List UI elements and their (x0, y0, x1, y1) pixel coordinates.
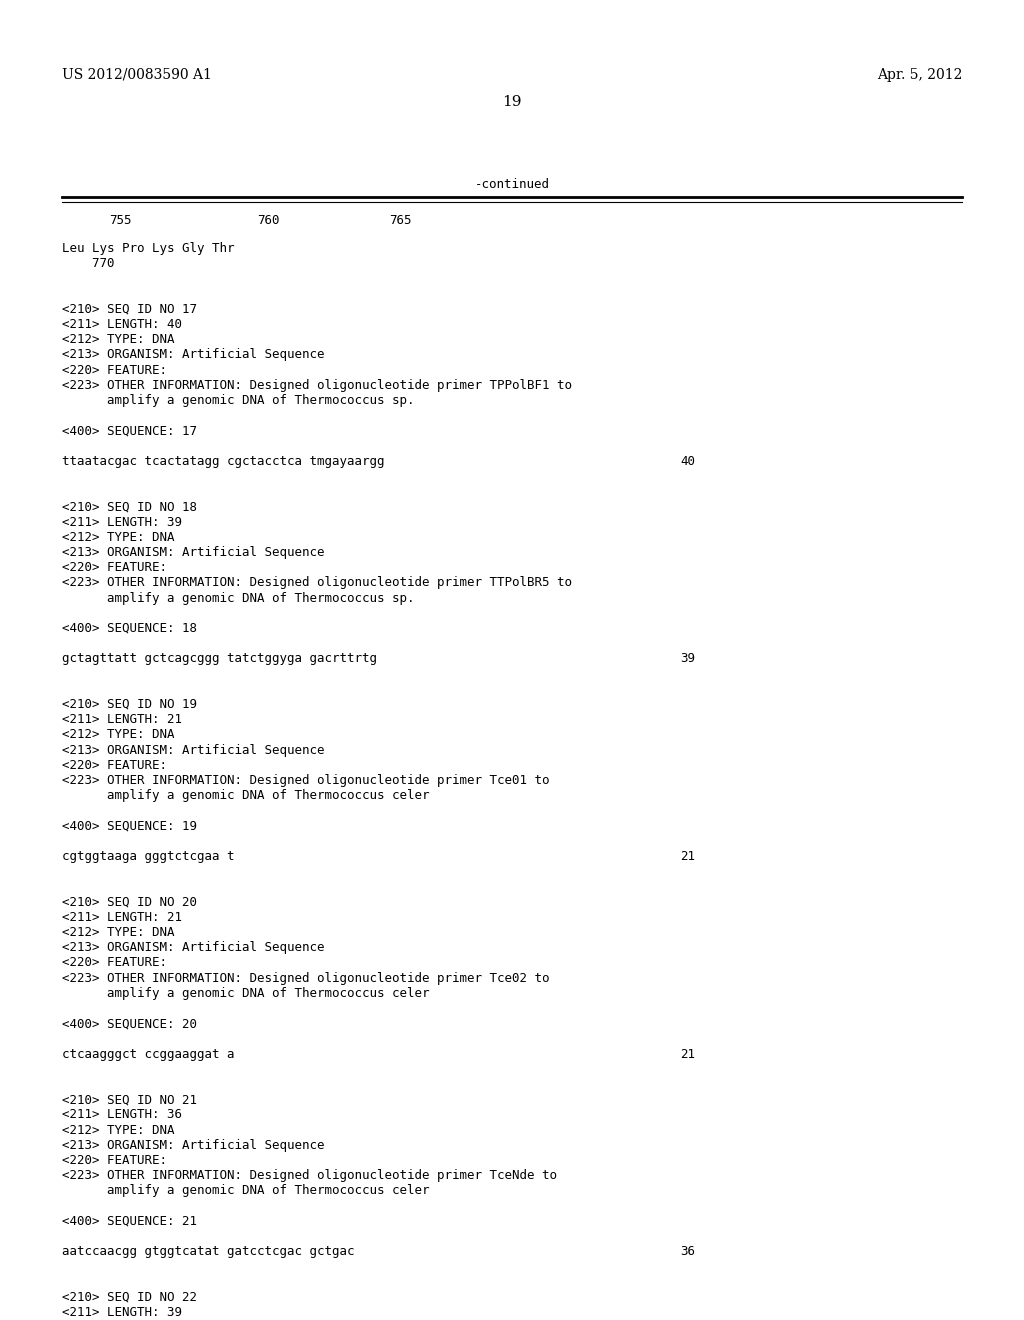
Text: <210> SEQ ID NO 22: <210> SEQ ID NO 22 (62, 1291, 197, 1304)
Text: <220> FEATURE:: <220> FEATURE: (62, 363, 167, 376)
Text: <400> SEQUENCE: 21: <400> SEQUENCE: 21 (62, 1214, 197, 1228)
Text: <213> ORGANISM: Artificial Sequence: <213> ORGANISM: Artificial Sequence (62, 743, 325, 756)
Text: gctagttatt gctcagcggg tatctggyga gacrttrtg: gctagttatt gctcagcggg tatctggyga gacrttr… (62, 652, 377, 665)
Text: 765: 765 (389, 214, 412, 227)
Text: <210> SEQ ID NO 17: <210> SEQ ID NO 17 (62, 302, 197, 315)
Text: amplify a genomic DNA of Thermococcus celer: amplify a genomic DNA of Thermococcus ce… (62, 789, 429, 803)
Text: amplify a genomic DNA of Thermococcus sp.: amplify a genomic DNA of Thermococcus sp… (62, 393, 415, 407)
Text: <210> SEQ ID NO 18: <210> SEQ ID NO 18 (62, 500, 197, 513)
Text: <223> OTHER INFORMATION: Designed oligonucleotide primer TPPolBF1 to: <223> OTHER INFORMATION: Designed oligon… (62, 379, 572, 392)
Text: US 2012/0083590 A1: US 2012/0083590 A1 (62, 69, 212, 82)
Text: 760: 760 (257, 214, 280, 227)
Text: aatccaacgg gtggtcatat gatcctcgac gctgac: aatccaacgg gtggtcatat gatcctcgac gctgac (62, 1245, 354, 1258)
Text: amplify a genomic DNA of Thermococcus celer: amplify a genomic DNA of Thermococcus ce… (62, 987, 429, 999)
Text: ctcaagggct ccggaaggat a: ctcaagggct ccggaaggat a (62, 1048, 234, 1060)
Text: <211> LENGTH: 39: <211> LENGTH: 39 (62, 516, 182, 528)
Text: <211> LENGTH: 39: <211> LENGTH: 39 (62, 1305, 182, 1319)
Text: <400> SEQUENCE: 20: <400> SEQUENCE: 20 (62, 1018, 197, 1030)
Text: 770: 770 (62, 257, 115, 271)
Text: Apr. 5, 2012: Apr. 5, 2012 (877, 69, 962, 82)
Text: <223> OTHER INFORMATION: Designed oligonucleotide primer Tce02 to: <223> OTHER INFORMATION: Designed oligon… (62, 972, 550, 985)
Text: Leu Lys Pro Lys Gly Thr: Leu Lys Pro Lys Gly Thr (62, 242, 234, 255)
Text: <211> LENGTH: 40: <211> LENGTH: 40 (62, 318, 182, 331)
Text: <211> LENGTH: 36: <211> LENGTH: 36 (62, 1109, 182, 1122)
Text: <223> OTHER INFORMATION: Designed oligonucleotide primer Tce01 to: <223> OTHER INFORMATION: Designed oligon… (62, 774, 550, 787)
Text: <210> SEQ ID NO 19: <210> SEQ ID NO 19 (62, 698, 197, 711)
Text: <212> TYPE: DNA: <212> TYPE: DNA (62, 1123, 174, 1137)
Text: <212> TYPE: DNA: <212> TYPE: DNA (62, 927, 174, 939)
Text: <400> SEQUENCE: 18: <400> SEQUENCE: 18 (62, 622, 197, 635)
Text: 19: 19 (502, 95, 522, 110)
Text: <210> SEQ ID NO 21: <210> SEQ ID NO 21 (62, 1093, 197, 1106)
Text: amplify a genomic DNA of Thermococcus sp.: amplify a genomic DNA of Thermococcus sp… (62, 591, 415, 605)
Text: <212> TYPE: DNA: <212> TYPE: DNA (62, 333, 174, 346)
Text: <212> TYPE: DNA: <212> TYPE: DNA (62, 531, 174, 544)
Text: <220> FEATURE:: <220> FEATURE: (62, 1154, 167, 1167)
Text: <220> FEATURE:: <220> FEATURE: (62, 561, 167, 574)
Text: ttaatacgac tcactatagg cgctacctca tmgayaargg: ttaatacgac tcactatagg cgctacctca tmgayaa… (62, 455, 384, 467)
Text: <212> TYPE: DNA: <212> TYPE: DNA (62, 729, 174, 742)
Text: <211> LENGTH: 21: <211> LENGTH: 21 (62, 713, 182, 726)
Text: 755: 755 (109, 214, 131, 227)
Text: <210> SEQ ID NO 20: <210> SEQ ID NO 20 (62, 895, 197, 908)
Text: 36: 36 (680, 1245, 695, 1258)
Text: <211> LENGTH: 21: <211> LENGTH: 21 (62, 911, 182, 924)
Text: <223> OTHER INFORMATION: Designed oligonucleotide primer TceNde to: <223> OTHER INFORMATION: Designed oligon… (62, 1170, 557, 1183)
Text: <220> FEATURE:: <220> FEATURE: (62, 957, 167, 969)
Text: 21: 21 (680, 850, 695, 863)
Text: <213> ORGANISM: Artificial Sequence: <213> ORGANISM: Artificial Sequence (62, 941, 325, 954)
Text: cgtggtaaga gggtctcgaa t: cgtggtaaga gggtctcgaa t (62, 850, 234, 863)
Text: 21: 21 (680, 1048, 695, 1060)
Text: <400> SEQUENCE: 19: <400> SEQUENCE: 19 (62, 820, 197, 833)
Text: <400> SEQUENCE: 17: <400> SEQUENCE: 17 (62, 425, 197, 437)
Text: 39: 39 (680, 652, 695, 665)
Text: 40: 40 (680, 455, 695, 467)
Text: amplify a genomic DNA of Thermococcus celer: amplify a genomic DNA of Thermococcus ce… (62, 1184, 429, 1197)
Text: <213> ORGANISM: Artificial Sequence: <213> ORGANISM: Artificial Sequence (62, 1139, 325, 1152)
Text: <223> OTHER INFORMATION: Designed oligonucleotide primer TTPolBR5 to: <223> OTHER INFORMATION: Designed oligon… (62, 577, 572, 590)
Text: -continued: -continued (474, 178, 550, 191)
Text: <213> ORGANISM: Artificial Sequence: <213> ORGANISM: Artificial Sequence (62, 546, 325, 558)
Text: <213> ORGANISM: Artificial Sequence: <213> ORGANISM: Artificial Sequence (62, 348, 325, 362)
Text: <220> FEATURE:: <220> FEATURE: (62, 759, 167, 772)
